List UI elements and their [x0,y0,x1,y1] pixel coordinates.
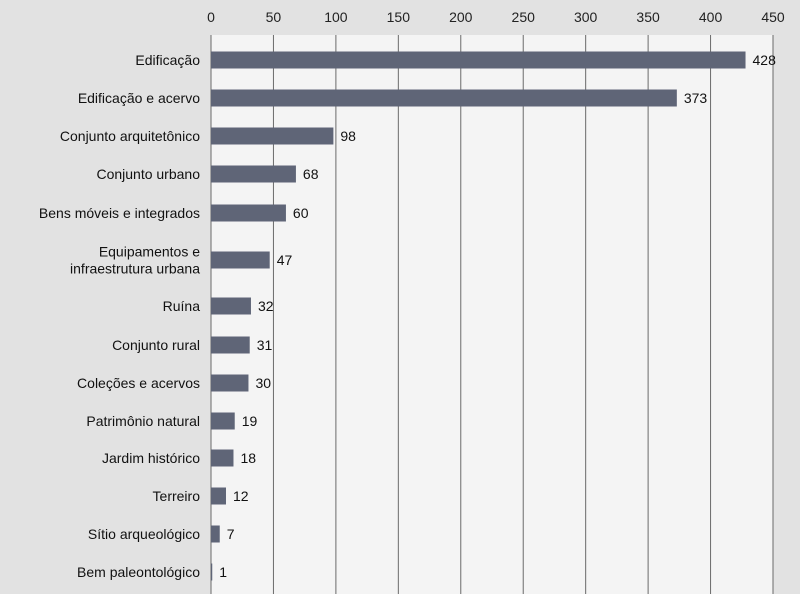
category-label-line: Ruína [163,298,201,314]
category-label: Equipamentos e infraestrutura urbana [70,244,200,277]
value-label: 7 [227,526,235,542]
bar [211,51,746,69]
category-label-line: Conjunto urbano [96,166,200,182]
category-label-line: Bem paleontológico [77,564,200,580]
x-tick-label: 200 [449,9,473,25]
category-labels: Edificação Edificação e acervo Conjunto ar… [39,52,200,580]
category-label-line: Jardim histórico [102,450,200,466]
bar [211,374,249,392]
category-label: Ruína [163,298,201,314]
bars [211,51,746,581]
value-label: 19 [242,413,258,429]
x-tick-label: 100 [324,9,348,25]
bar [211,336,250,354]
x-tick-label: 300 [574,9,598,25]
category-label-line: Conjunto arquitetônico [60,128,200,144]
x-tick-label: 150 [387,9,411,25]
value-label: 18 [240,450,256,466]
value-label: 31 [257,337,273,353]
category-label-line: Bens móveis e integrados [39,205,200,221]
category-label-line: Patrimônio natural [86,413,200,429]
value-label: 373 [684,90,708,106]
category-label-line: infraestrutura urbana [70,261,200,277]
value-label: 1 [219,564,227,580]
value-label: 47 [277,252,293,268]
category-label: Bem paleontológico [77,564,200,580]
bar [211,487,226,505]
bar [211,563,213,581]
category-label: Conjunto arquitetônico [60,128,200,144]
category-label: Patrimônio natural [86,413,200,429]
value-label: 12 [233,488,249,504]
bar [211,127,334,145]
plot-area [211,35,773,594]
x-tick-label: 400 [699,9,723,25]
category-label-line: Sítio arqueológico [88,526,200,542]
category-label: Bens móveis e integrados [39,205,200,221]
category-label: Jardim histórico [102,450,200,466]
category-label-line: Edificação [135,52,200,68]
bar [211,165,296,183]
category-label: Edificação [135,52,200,68]
bar [211,204,286,222]
x-tick-label: 250 [512,9,536,25]
bar [211,251,270,269]
category-label-line: Edificação e acervo [78,90,200,106]
category-label: Coleções e acervos [77,375,200,391]
category-label-line: Equipamentos e [99,244,200,260]
value-label: 60 [293,205,309,221]
value-label: 428 [753,52,777,68]
bar [211,89,677,107]
value-label: 30 [255,375,271,391]
bar [211,297,251,315]
bar [211,525,220,543]
category-label: Sítio arqueológico [88,526,200,542]
category-label-line: Coleções e acervos [77,375,200,391]
x-tick-label: 0 [207,9,215,25]
x-tick-label: 50 [266,9,282,25]
value-labels: 428 373 98 68 60 47 32 31 30 19 18 12 7 1 [219,52,776,580]
category-label-line: Terreiro [153,488,201,504]
value-label: 98 [340,128,356,144]
category-label: Terreiro [153,488,201,504]
bar [211,412,235,430]
category-label: Conjunto urbano [96,166,200,182]
bar [211,449,234,467]
category-label: Conjunto rural [112,337,200,353]
x-tick-label: 450 [761,9,785,25]
x-tick-label: 350 [636,9,660,25]
value-label: 68 [303,166,319,182]
value-label: 32 [258,298,274,314]
category-label-line: Conjunto rural [112,337,200,353]
x-axis-ticks: 0 50 100 150 200 250 300 350 400 450 [207,9,785,25]
category-label: Edificação e acervo [78,90,200,106]
